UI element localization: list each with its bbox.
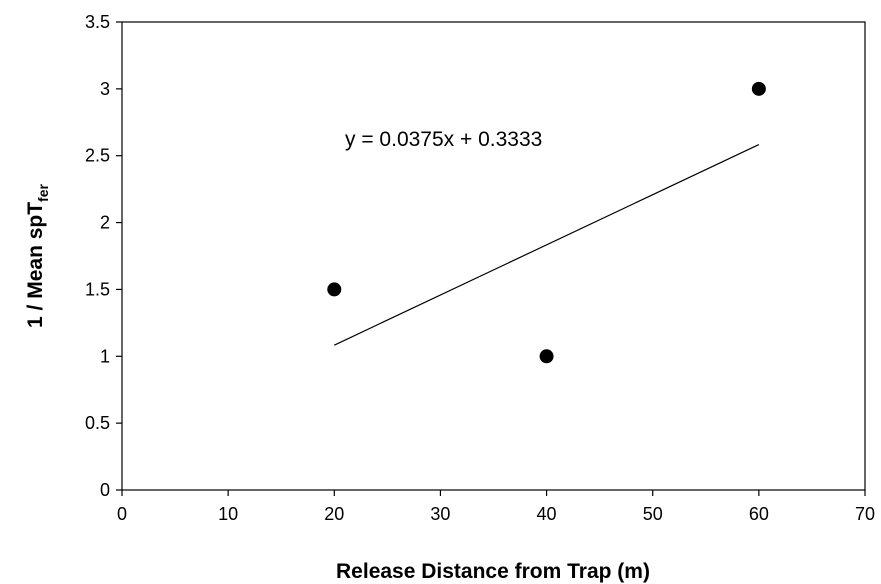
y-axis-title-main: 1 / Mean spT xyxy=(24,202,47,328)
x-tick-label: 50 xyxy=(643,504,663,524)
trendline xyxy=(334,144,760,346)
x-tick-label: 10 xyxy=(218,504,238,524)
x-tick-label: 60 xyxy=(749,504,769,524)
y-tick-label: 0.5 xyxy=(85,413,110,433)
y-tick-label: 3 xyxy=(100,79,110,99)
x-tick-label: 40 xyxy=(537,504,557,524)
y-tick-label: 1.5 xyxy=(85,279,110,299)
data-point xyxy=(751,81,766,96)
data-point xyxy=(539,349,554,364)
x-tick-label: 20 xyxy=(324,504,344,524)
x-axis-ticks: 0 10 20 30 40 50 60 70 xyxy=(117,490,875,524)
x-axis-title: Release Distance from Trap (m) xyxy=(336,560,650,583)
y-axis-ticks: 0 0.5 1 1.5 2 2.5 3 3.5 xyxy=(85,12,122,500)
x-tick-label: 70 xyxy=(855,504,875,524)
y-tick-label: 2 xyxy=(100,213,110,233)
x-tick-label: 30 xyxy=(430,504,450,524)
y-tick-label: 0 xyxy=(100,480,110,500)
y-tick-label: 1 xyxy=(100,346,110,366)
data-point xyxy=(327,282,342,297)
y-tick-label: 3.5 xyxy=(85,12,110,32)
plot-area xyxy=(121,21,866,491)
y-axis-title-subscript: fer xyxy=(35,183,51,201)
trendline-equation: y = 0.0375x + 0.3333 xyxy=(345,128,542,151)
data-points xyxy=(327,81,766,364)
x-tick-label: 0 xyxy=(117,504,127,524)
trendline-layer xyxy=(334,144,760,346)
y-tick-label: 2.5 xyxy=(85,146,110,166)
y-axis-title: 1 / Mean spTfer xyxy=(24,183,51,327)
